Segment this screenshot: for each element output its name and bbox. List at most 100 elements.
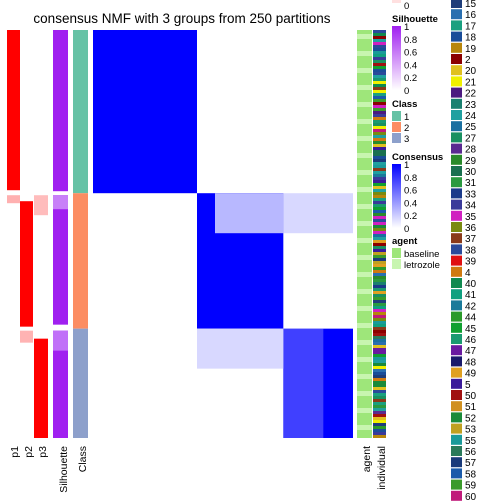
individual-stripe [373,162,386,165]
individual-stripe [373,69,386,72]
individual-legend-label: 16 [465,10,477,21]
individual-legend-label: 53 [465,425,477,436]
agent-letrozole-stripe [357,187,372,192]
individual-legend-label: 47 [465,346,477,357]
silhouette-tick: 0.6 [404,48,417,59]
individual-legend-label: 41 [465,290,477,301]
individual-stripe [373,381,386,384]
individual-stripe [373,375,386,378]
individual-stripe [373,276,386,279]
individual-stripe [373,423,386,426]
consensus-tick: 0.4 [404,198,417,209]
individual-stripe [373,318,386,321]
individual-legend-swatch [451,412,462,423]
individual-stripe [373,390,386,393]
agent-letrozole-stripe [357,323,372,328]
individual-stripe [373,417,386,420]
agent-legend-label: letrozole [404,260,440,271]
individual-stripe [373,378,386,381]
individual-stripe [373,75,386,78]
individual-legend-swatch [451,87,462,98]
individual-stripe [373,204,386,207]
individual-stripe [373,210,386,213]
agent-letrozole-stripe [357,102,372,107]
column-label: p3 [37,446,49,458]
individual-stripe [373,192,386,195]
individual-stripe [373,288,386,291]
individual-stripe [373,165,386,168]
individual-stripe [373,225,386,228]
agent-letrozole-stripe [357,289,372,294]
individual-stripe [373,102,386,105]
individual-stripe [373,144,386,147]
individual-legend-label: 37 [465,234,477,245]
individual-stripe [373,414,386,417]
individual-stripe [373,189,386,192]
matrix-fade-3 [283,328,324,438]
individual-legend-swatch [451,143,462,154]
individual-stripe [373,402,386,405]
consensus-tick: 0 [404,224,409,235]
top-scale-swatch [392,0,401,3]
individual-stripe [373,135,386,138]
individual-legend-label: 2 [465,55,471,66]
individual-stripe [373,180,386,183]
individual-stripe [373,237,386,240]
class-legend-label: 2 [404,123,409,134]
individual-legend-swatch [451,244,462,255]
individual-stripe [373,54,386,57]
individual-stripe [373,36,386,39]
individual-legend-swatch [451,278,462,288]
individual-legend-swatch [451,490,462,501]
individual-stripe [373,234,386,237]
agent-letrozole-stripe [357,51,372,56]
individual-stripe [373,408,386,411]
class-group2 [73,193,88,329]
individual-stripe [373,432,386,435]
individual-stripe [373,351,386,354]
individual-stripe [373,132,386,135]
individual-legend-swatch [451,222,462,232]
individual-stripe [373,51,386,54]
individual-stripe [373,66,386,69]
individual-stripe [373,81,386,84]
individual-legend-label: 30 [465,167,477,178]
individual-stripe [373,261,386,264]
individual-legend-swatch [451,322,462,333]
agent-letrozole-stripe [357,391,372,396]
top-scale-tick: 0 [404,1,409,12]
individual-stripe [373,207,386,210]
individual-stripe [373,420,386,423]
p2-fuzzy [20,330,33,343]
individual-legend-swatch [451,188,462,199]
individual-stripe [373,33,386,36]
individual-stripe [373,369,386,372]
agent-letrozole-stripe [357,136,372,141]
individual-legend-swatch [451,76,462,87]
individual-legend-swatch [451,154,462,165]
individual-legend-swatch [451,31,462,42]
agent-letrozole-stripe [357,153,372,158]
individual-stripe [373,108,386,111]
p1-fuzzy [7,195,20,204]
individual-stripe [373,399,386,402]
agent-letrozole-stripe [357,374,372,379]
consensus-legend-title: Consensus [392,152,443,163]
individual-legend-swatch [451,166,462,176]
individual-legend-label: 38 [465,245,477,256]
agent-letrozole-stripe [357,85,372,90]
individual-stripe [373,366,386,369]
individual-legend: 1516171819220212223242527282930313334353… [451,0,477,503]
individual-stripe [373,126,386,129]
individual-stripe [373,150,386,153]
individual-stripe [373,141,386,144]
individual-legend-swatch [451,266,462,277]
individual-legend-label: 46 [465,335,477,346]
individual-legend-label: 44 [465,313,477,324]
individual-stripe [373,342,386,345]
individual-stripe [373,177,386,180]
individual-legend-label: 23 [465,100,477,111]
agent-letrozole-stripe [357,357,372,362]
individual-stripe [373,129,386,132]
agent-letrozole-stripe [357,238,372,243]
